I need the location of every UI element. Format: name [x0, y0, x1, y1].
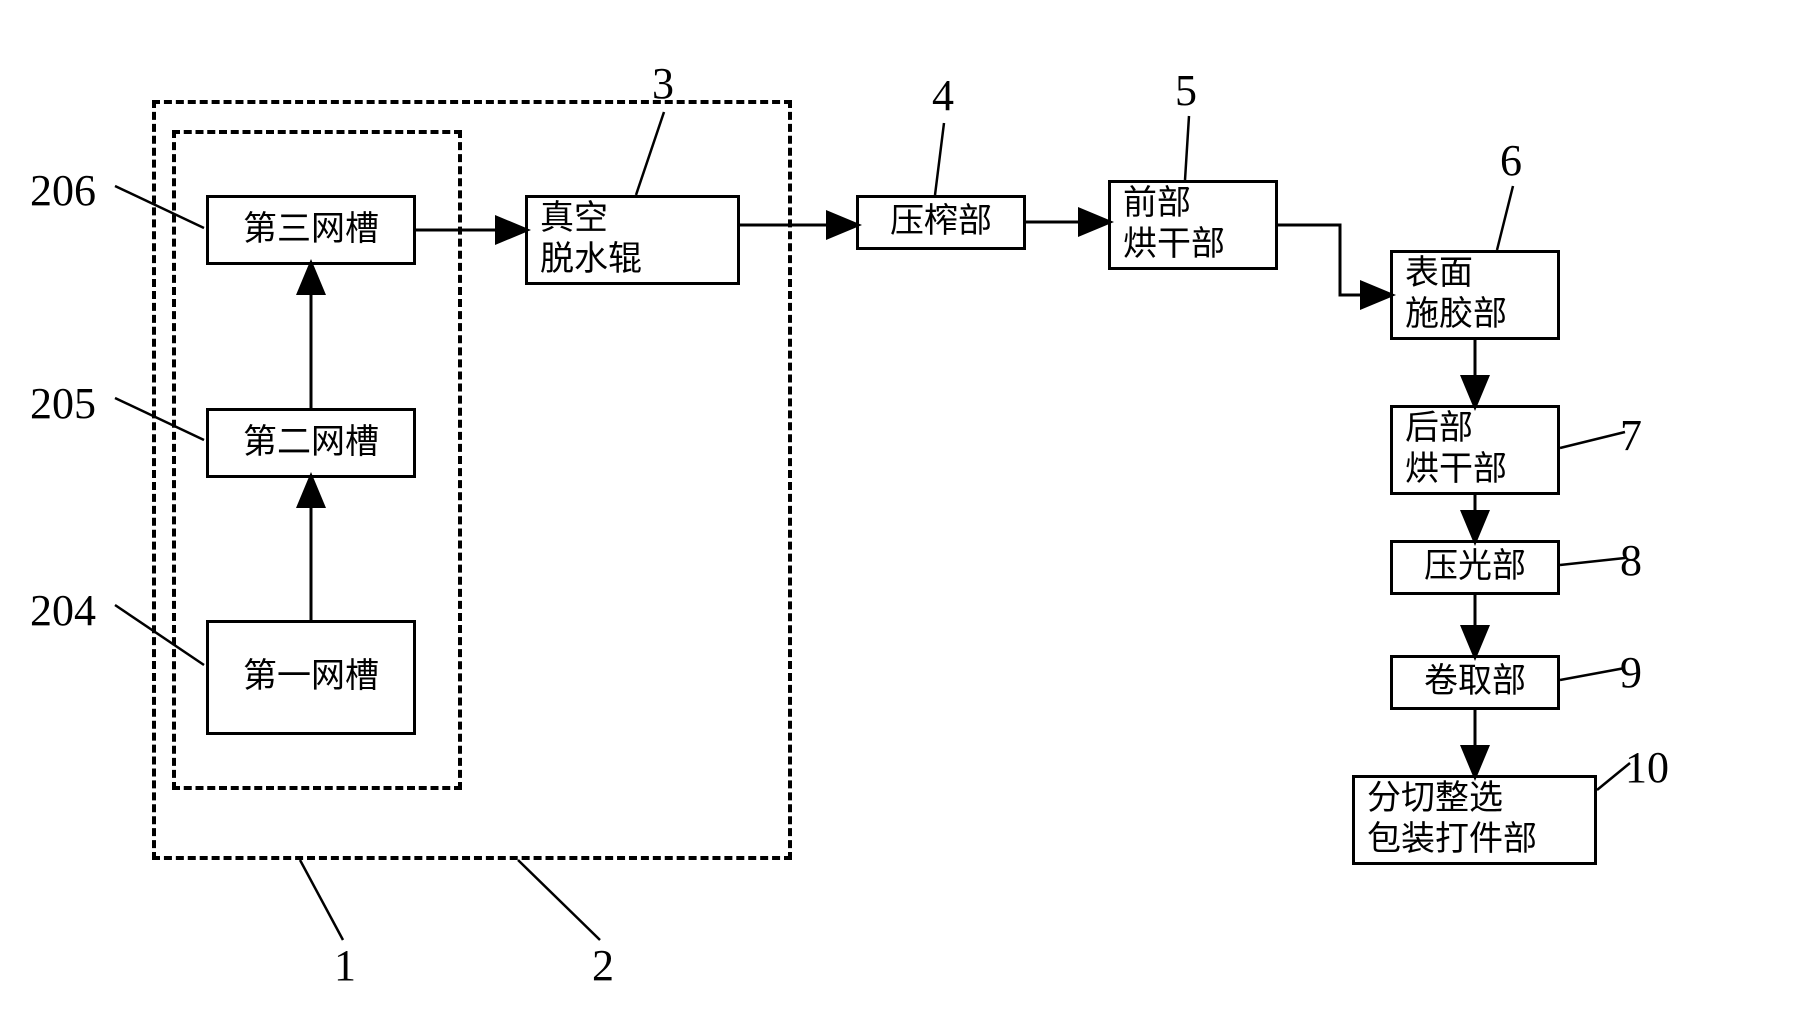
label-4: 4	[932, 70, 954, 121]
box-8: 压光部	[1390, 540, 1560, 595]
box-7: 后部 烘干部	[1390, 405, 1560, 495]
box-5-line1: 前部	[1123, 184, 1191, 225]
label-204: 204	[30, 585, 96, 636]
box-3-line2: 脱水辊	[540, 240, 642, 281]
box-10: 分切整选 包装打件部	[1352, 775, 1597, 865]
label-9: 9	[1620, 647, 1642, 698]
conn-8	[1560, 558, 1625, 565]
conn-9	[1560, 668, 1625, 680]
label-5: 5	[1175, 65, 1197, 116]
box-204: 第一网槽	[206, 620, 416, 735]
box-205: 第二网槽	[206, 408, 416, 478]
box-4-text: 压榨部	[890, 202, 992, 243]
box-5: 前部 烘干部	[1108, 180, 1278, 270]
box-9-text: 卷取部	[1424, 662, 1526, 703]
label-205: 205	[30, 378, 96, 429]
box-6-line2: 施胶部	[1405, 295, 1507, 336]
label-206: 206	[30, 165, 96, 216]
label-1: 1	[334, 940, 356, 991]
conn-2	[518, 860, 600, 940]
box-4: 压榨部	[856, 195, 1026, 250]
box-6: 表面 施胶部	[1390, 250, 1560, 340]
box-206: 第三网槽	[206, 195, 416, 265]
box-206-text: 第三网槽	[243, 210, 379, 251]
box-7-line2: 烘干部	[1405, 450, 1507, 491]
conn-4	[935, 123, 944, 195]
diagram-container: 第三网槽 第二网槽 第一网槽 真空 脱水辊 压榨部 前部 烘干部 表面 施胶部 …	[0, 0, 1804, 1022]
label-3: 3	[652, 58, 674, 109]
box-10-line2: 包装打件部	[1367, 820, 1537, 861]
conn-7	[1560, 432, 1625, 448]
box-204-text: 第一网槽	[243, 657, 379, 698]
conn-1	[300, 860, 343, 940]
box-10-line1: 分切整选	[1367, 779, 1503, 820]
label-8: 8	[1620, 535, 1642, 586]
label-2: 2	[592, 940, 614, 991]
label-10: 10	[1625, 742, 1669, 793]
box-9: 卷取部	[1390, 655, 1560, 710]
box-3-line1: 真空	[540, 199, 608, 240]
label-6: 6	[1500, 135, 1522, 186]
box-205-text: 第二网槽	[243, 423, 379, 464]
box-3: 真空 脱水辊	[525, 195, 740, 285]
box-7-line1: 后部	[1405, 409, 1473, 450]
box-5-line2: 烘干部	[1123, 225, 1225, 266]
label-7: 7	[1620, 410, 1642, 461]
conn-6	[1497, 186, 1513, 250]
box-6-line1: 表面	[1405, 254, 1473, 295]
arrow-5-6	[1278, 225, 1390, 295]
conn-5	[1185, 116, 1189, 180]
box-8-text: 压光部	[1424, 547, 1526, 588]
